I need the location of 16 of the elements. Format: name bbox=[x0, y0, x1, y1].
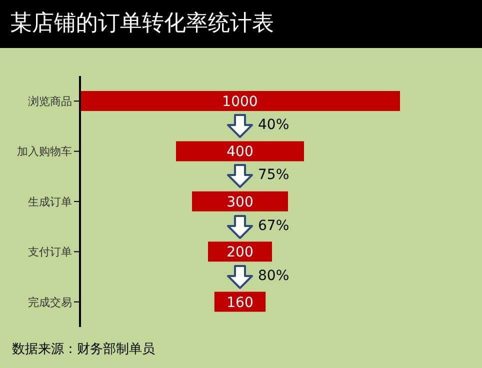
category-label: 加入购物车 bbox=[17, 145, 72, 158]
category-label: 生成订单 bbox=[28, 195, 72, 208]
text: 67% bbox=[258, 218, 290, 234]
data-label: 160 bbox=[226, 294, 254, 311]
text: 75% bbox=[258, 167, 290, 184]
data-label: 400 bbox=[226, 144, 254, 160]
text: 40% bbox=[258, 117, 290, 134]
data-label: 300 bbox=[226, 194, 254, 210]
data-label: 200 bbox=[226, 244, 254, 261]
category-label: 浏览商品 bbox=[28, 95, 72, 108]
source-note: 数据来源：财务部制单员 bbox=[12, 341, 155, 358]
category-label: 完成交易 bbox=[28, 296, 72, 309]
data-label: 1000 bbox=[222, 94, 258, 110]
text: 80% bbox=[258, 268, 290, 284]
text: 某店铺的订单转化率统计表 bbox=[0, 0, 482, 48]
category-label: 支付订单 bbox=[28, 246, 72, 259]
